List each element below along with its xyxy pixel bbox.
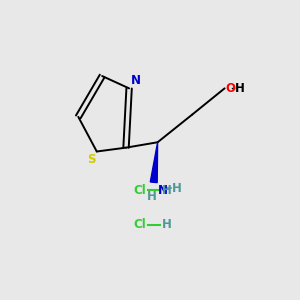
- Text: H: H: [146, 190, 156, 203]
- Text: N: N: [158, 184, 168, 197]
- Polygon shape: [150, 142, 158, 183]
- Text: N: N: [131, 74, 141, 87]
- Text: Cl: Cl: [133, 218, 146, 231]
- Text: H: H: [235, 82, 244, 95]
- Text: H: H: [161, 184, 171, 196]
- Text: Cl: Cl: [133, 184, 146, 196]
- Text: O: O: [225, 82, 236, 95]
- Text: H: H: [172, 182, 182, 195]
- Text: H: H: [161, 218, 171, 231]
- Text: S: S: [87, 153, 95, 166]
